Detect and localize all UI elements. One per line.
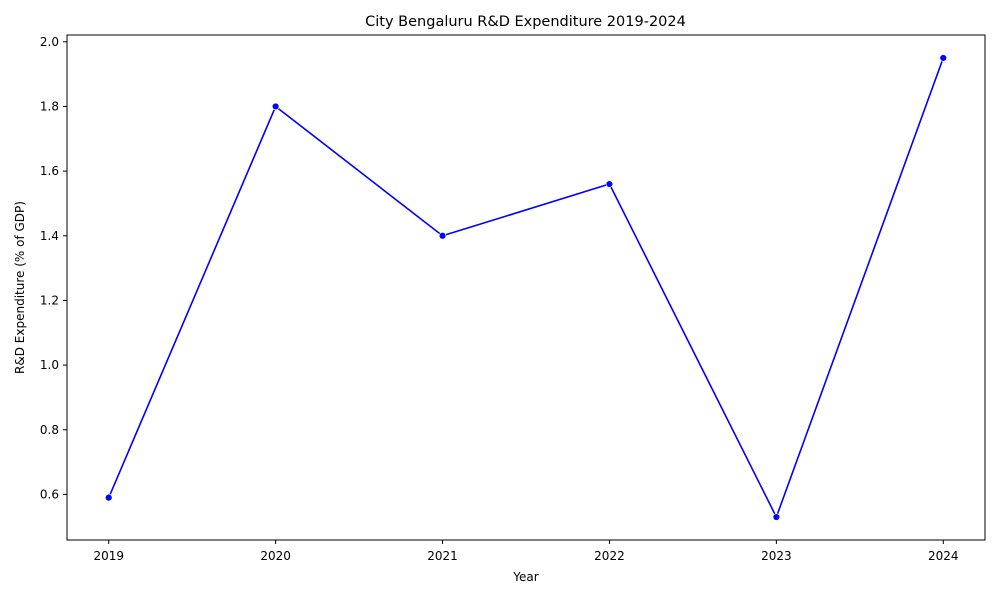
data-point	[605, 180, 614, 188]
x-tick-label: 2021	[427, 549, 458, 563]
x-axis-label: Year	[512, 570, 538, 584]
x-axis: 2019 2020 2021 2022 2023 2024	[93, 540, 959, 563]
y-tick-label: 2.0	[40, 35, 59, 49]
data-point	[105, 493, 113, 502]
series-layer	[105, 54, 947, 521]
y-tick-label: 1.2	[40, 293, 59, 307]
y-tick-label: 0.8	[40, 423, 59, 437]
x-tick-label: 2020	[260, 549, 291, 563]
y-tick-label: 0.6	[40, 487, 59, 501]
data-point	[438, 232, 447, 240]
plot-area: 2019 2020 2021 2022 2023 2024 0.6 0.8 1.0 1.2 1.4…	[40, 34, 986, 563]
x-tick-label: 2019	[93, 549, 124, 563]
data-point	[772, 513, 781, 521]
data-point	[939, 54, 947, 62]
data-point	[271, 102, 280, 111]
y-tick-label: 1.6	[40, 164, 59, 178]
x-tick-label: 2023	[761, 549, 792, 563]
x-tick-label: 2024	[928, 549, 959, 563]
plot-frame	[66, 34, 986, 541]
chart-title: City Bengaluru R&D Expenditure 2019-2024	[365, 14, 686, 30]
y-axis: 0.6 0.8 1.0 1.2 1.4 1.6 1.8 2.0	[40, 35, 67, 501]
series-line	[107, 57, 945, 518]
x-tick-label: 2022	[594, 549, 625, 563]
y-tick-label: 1.0	[40, 358, 59, 372]
y-axis-label: R&D Expenditure (% of GDP)	[13, 201, 27, 374]
y-tick-label: 1.4	[40, 229, 59, 243]
y-tick-label: 1.8	[40, 99, 59, 113]
